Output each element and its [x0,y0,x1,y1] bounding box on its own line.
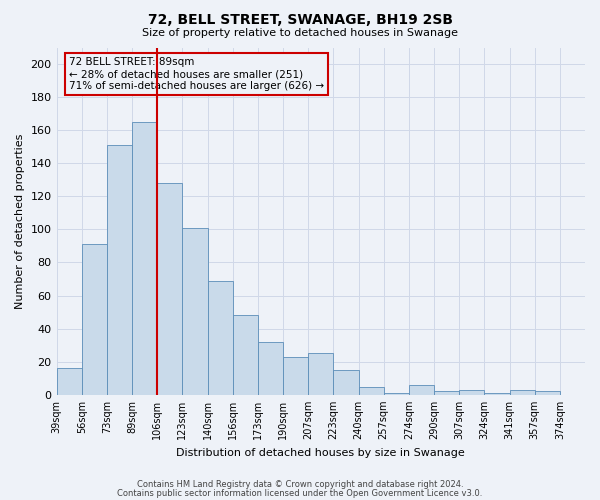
Bar [82,244,107,395]
Y-axis label: Number of detached properties: Number of detached properties [15,134,25,309]
Bar [107,145,132,395]
Text: 72, BELL STREET, SWANAGE, BH19 2SB: 72, BELL STREET, SWANAGE, BH19 2SB [148,12,452,26]
Bar [484,393,509,395]
Bar [283,357,308,395]
Bar [258,342,283,395]
Bar [509,390,535,395]
Text: 72 BELL STREET: 89sqm
← 28% of detached houses are smaller (251)
71% of semi-det: 72 BELL STREET: 89sqm ← 28% of detached … [69,58,324,90]
Bar [208,280,233,395]
Bar [459,390,484,395]
Bar [56,368,82,395]
Bar [359,386,383,395]
X-axis label: Distribution of detached houses by size in Swanage: Distribution of detached houses by size … [176,448,465,458]
Bar [233,316,258,395]
Bar [157,183,182,395]
Bar [182,228,208,395]
Bar [132,122,157,395]
Bar [334,370,359,395]
Bar [308,354,334,395]
Bar [434,392,459,395]
Bar [383,393,409,395]
Text: Contains HM Land Registry data © Crown copyright and database right 2024.: Contains HM Land Registry data © Crown c… [137,480,463,489]
Bar [409,385,434,395]
Text: Contains public sector information licensed under the Open Government Licence v3: Contains public sector information licen… [118,488,482,498]
Text: Size of property relative to detached houses in Swanage: Size of property relative to detached ho… [142,28,458,38]
Bar [535,392,560,395]
